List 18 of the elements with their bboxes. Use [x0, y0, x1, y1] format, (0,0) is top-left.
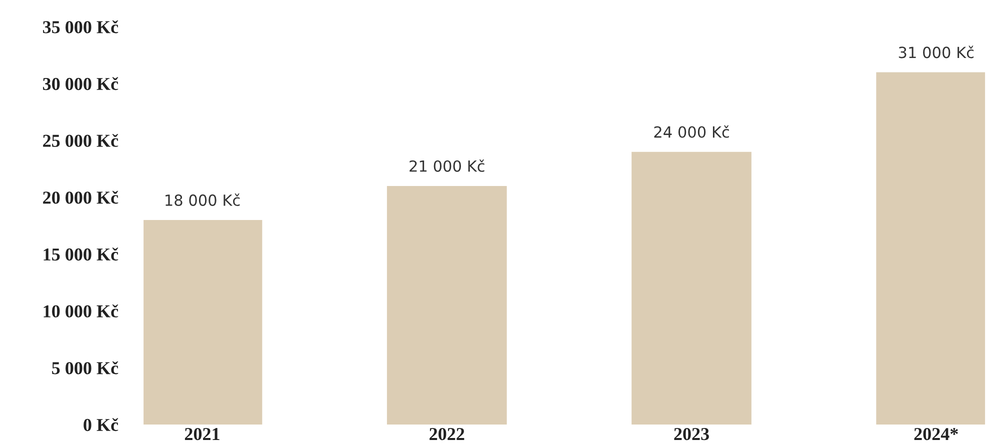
data-label: 18 000 Kč: [166, 194, 240, 206]
y-tick-label: 0 Kč: [84, 418, 118, 432]
data-label: 24 000 Kč: [654, 125, 729, 138]
data-label: 21 000 Kč: [410, 159, 484, 172]
y-tick-label: 25 000 Kč: [43, 134, 118, 147]
y-tick-label: 5 000 Kč: [52, 361, 118, 374]
bar: [386, 186, 507, 425]
y-tick-label: 20 000 Kč: [43, 190, 118, 204]
y-tick-label: 30 000 Kč: [43, 77, 118, 90]
x-tick-label: 2024*: [914, 428, 958, 440]
x-tick-label: 2021: [184, 428, 220, 440]
y-tick-label: 35 000 Kč: [43, 20, 118, 34]
data-label: 31 000 Kč: [898, 46, 974, 58]
x-tick-label: 2022: [430, 428, 464, 440]
y-tick-label: 15 000 Kč: [44, 248, 118, 261]
bar: [144, 220, 262, 425]
x-tick-label: 2023: [674, 428, 709, 440]
y-tick-label: 10 000 Kč: [44, 304, 118, 318]
